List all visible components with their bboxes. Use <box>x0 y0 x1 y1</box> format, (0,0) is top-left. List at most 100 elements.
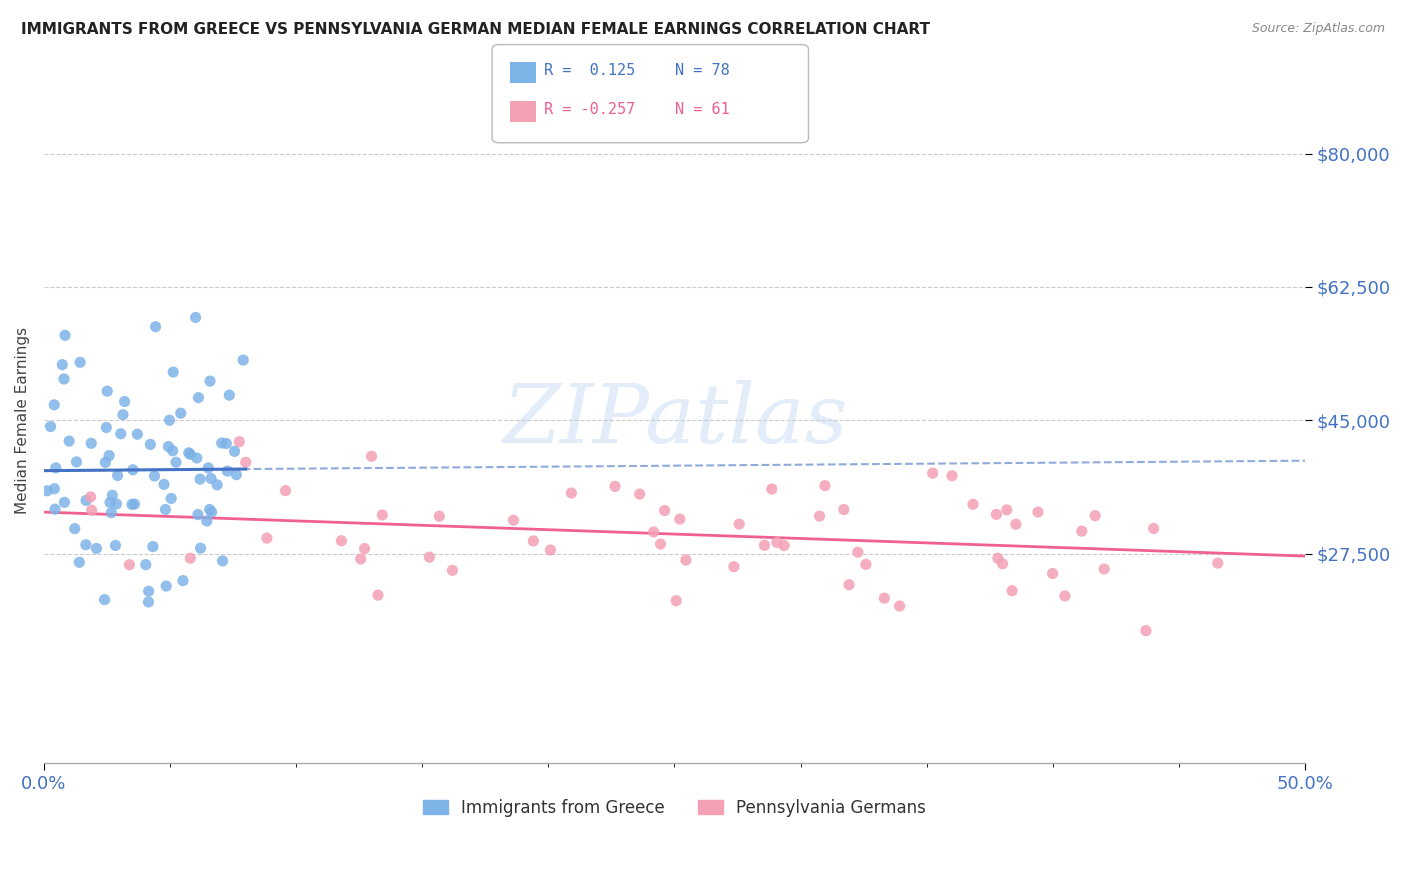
Point <box>155 502 177 516</box>
Point <box>766 535 789 549</box>
Point <box>218 388 240 402</box>
Point <box>53 328 76 343</box>
Point <box>761 482 783 496</box>
Point <box>1092 562 1115 576</box>
Point <box>114 394 136 409</box>
Point <box>889 599 911 613</box>
Point <box>39 419 62 434</box>
Point <box>98 495 121 509</box>
Point <box>650 537 672 551</box>
Point <box>350 552 373 566</box>
Point <box>224 444 246 458</box>
Point <box>1142 521 1164 535</box>
Point <box>371 508 394 522</box>
Text: N = 78: N = 78 <box>675 63 730 78</box>
Point <box>838 578 860 592</box>
Point <box>138 584 160 599</box>
Point <box>665 593 688 607</box>
Point <box>1005 517 1028 532</box>
Point <box>991 557 1014 571</box>
Point <box>96 384 118 398</box>
Point <box>215 436 238 450</box>
Point <box>179 447 201 461</box>
Point <box>44 482 66 496</box>
Point <box>184 310 207 325</box>
Point <box>100 506 122 520</box>
Point <box>110 426 132 441</box>
Point <box>187 508 209 522</box>
Point <box>962 497 984 511</box>
Point <box>172 574 194 588</box>
Point <box>142 540 165 554</box>
Point <box>228 434 250 449</box>
Point <box>86 541 108 556</box>
Point <box>995 503 1018 517</box>
Point <box>96 420 118 434</box>
Point <box>122 463 145 477</box>
Point <box>1084 508 1107 523</box>
Point <box>628 487 651 501</box>
Point <box>1206 556 1229 570</box>
Point <box>93 592 115 607</box>
Point <box>186 450 208 465</box>
Point <box>217 464 239 478</box>
Point <box>118 558 141 572</box>
Point <box>94 455 117 469</box>
Point <box>179 551 201 566</box>
Point <box>44 398 66 412</box>
Text: IMMIGRANTS FROM GREECE VS PENNSYLVANIA GERMAN MEDIAN FEMALE EARNINGS CORRELATION: IMMIGRANTS FROM GREECE VS PENNSYLVANIA G… <box>21 22 931 37</box>
Point <box>51 358 73 372</box>
Point <box>987 551 1010 566</box>
Point <box>44 502 66 516</box>
Point <box>197 461 219 475</box>
Point <box>643 524 665 539</box>
Point <box>177 446 200 460</box>
Point <box>188 472 211 486</box>
Point <box>79 490 101 504</box>
Point <box>198 502 221 516</box>
Point <box>522 533 544 548</box>
Point <box>367 588 389 602</box>
Point <box>211 554 233 568</box>
Point <box>855 558 877 572</box>
Point <box>1070 524 1092 538</box>
Point <box>921 466 943 480</box>
Point <box>754 538 776 552</box>
Point <box>1053 589 1076 603</box>
Point <box>143 469 166 483</box>
Point <box>441 563 464 577</box>
Point <box>127 427 149 442</box>
Point <box>560 486 582 500</box>
Point <box>107 468 129 483</box>
Point <box>808 509 831 524</box>
Point <box>75 538 97 552</box>
Point <box>170 406 193 420</box>
Point <box>330 533 353 548</box>
Point <box>1001 583 1024 598</box>
Point <box>846 545 869 559</box>
Point <box>669 512 692 526</box>
Point <box>427 509 450 524</box>
Point <box>135 558 157 572</box>
Point <box>832 502 855 516</box>
Point <box>138 595 160 609</box>
Point <box>187 391 209 405</box>
Point <box>155 579 177 593</box>
Point <box>654 503 676 517</box>
Y-axis label: Median Female Earnings: Median Female Earnings <box>15 326 30 514</box>
Point <box>153 477 176 491</box>
Point <box>1042 566 1064 581</box>
Point <box>190 541 212 556</box>
Text: N = 61: N = 61 <box>675 103 730 117</box>
Point <box>111 408 134 422</box>
Point <box>58 434 80 448</box>
Point <box>211 436 233 450</box>
Point <box>941 468 963 483</box>
Point <box>80 436 103 450</box>
Point <box>53 495 76 509</box>
Point <box>235 455 257 469</box>
Point <box>63 522 86 536</box>
Point <box>200 471 222 485</box>
Text: R = -0.257: R = -0.257 <box>544 103 636 117</box>
Point <box>121 497 143 511</box>
